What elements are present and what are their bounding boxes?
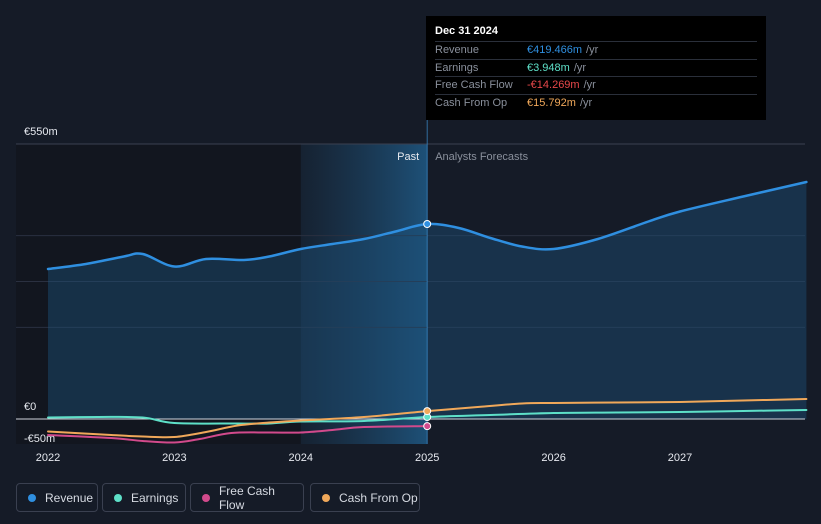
past-label: Past [397,151,419,163]
legend-dot-icon [114,493,122,502]
tooltip-value: -€14.269m [527,79,580,92]
legend-label: Free Cash Flow [218,483,275,512]
tooltip-row-revenue: Revenue €419.466m /yr [435,41,757,59]
analysts-forecasts-label: Analysts Forecasts [435,151,528,163]
tooltip-unit: /yr [586,44,599,57]
x-tick-label: 2022 [36,452,60,464]
tooltip-date: Dec 31 2024 [435,25,498,37]
x-tick-label: 2027 [668,452,692,464]
tooltip-value: €419.466m [527,44,583,57]
legend-label: Revenue [45,490,94,505]
tooltip-value: €15.792m [527,96,576,109]
legend-dot-icon [202,493,210,502]
tooltip-unit: /yr [579,96,593,109]
tooltip-row-earnings: Earnings €3.948m /yr [435,58,757,77]
legend-earnings[interactable]: Earnings [102,483,186,512]
legend-dot-icon [322,493,330,502]
tooltip-unit: /yr [583,79,596,92]
legend-free-cash-flow[interactable]: Free Cash Flow [190,483,304,512]
legend-dot-icon [28,493,36,502]
tooltip: Dec 31 2024 Revenue €419.466m /yr Earnin… [426,16,766,120]
tooltip-label: Revenue [435,44,480,57]
x-tick-label: 2023 [162,452,186,464]
tooltip-label: Earnings [435,61,479,74]
x-tick-label: 2025 [415,452,439,464]
legend-cash-from-op[interactable]: Cash From Op [310,483,420,512]
tooltip-value: €3.948m [527,61,570,74]
tooltip-unit: /yr [573,61,587,74]
earnings-line [47,409,808,425]
tooltip-row-free-cash-flow: Free Cash Flow -€14.269m /yr [435,76,757,94]
y-label-bottom: -€50m [24,433,55,445]
tooltip-row-cash-from-op: Cash From Op €15.792m /yr [435,93,757,112]
revenue-line [46,180,808,271]
x-tick-label: 2024 [289,452,313,464]
legend-revenue[interactable]: Revenue [16,483,98,512]
y-label-top: €550m [24,126,58,138]
tooltip-label: Free Cash Flow [435,79,513,92]
y-label-zero: €0 [24,401,36,413]
tooltip-label: Cash From Op [435,96,508,109]
free-cash-flow-line [47,425,429,444]
cash-from-op-line [47,398,808,439]
revenue-marker [423,220,432,228]
x-tick-label: 2026 [541,452,565,464]
cash-from-op-marker [423,407,432,416]
free-cash-flow-marker [423,422,432,431]
legend-label: Cash From Op [339,490,418,505]
past-region-highlight [300,144,428,444]
legend-label: Earnings [131,490,179,505]
plot-left-dark [16,144,301,444]
